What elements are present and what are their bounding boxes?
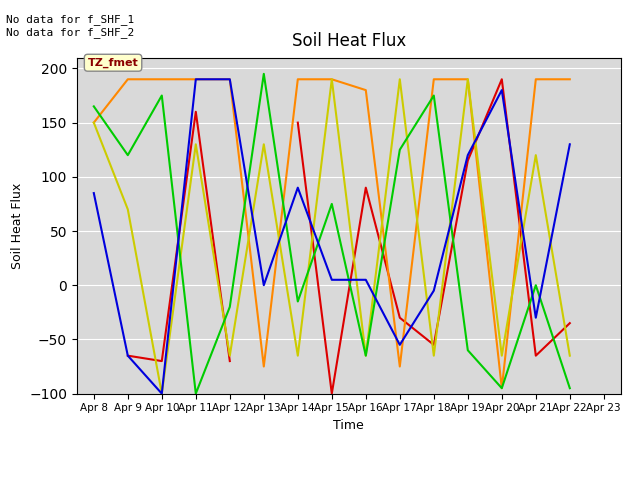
- Text: TZ_fmet: TZ_fmet: [88, 58, 138, 68]
- Text: No data for f_SHF_1
No data for f_SHF_2: No data for f_SHF_1 No data for f_SHF_2: [6, 14, 134, 38]
- Legend: SHF1, SHF2, SHF3, SHF4, SHF5: SHF1, SHF2, SHF3, SHF4, SHF5: [125, 474, 572, 480]
- Title: Soil Heat Flux: Soil Heat Flux: [292, 33, 406, 50]
- Y-axis label: Soil Heat Flux: Soil Heat Flux: [10, 182, 24, 269]
- X-axis label: Time: Time: [333, 419, 364, 432]
